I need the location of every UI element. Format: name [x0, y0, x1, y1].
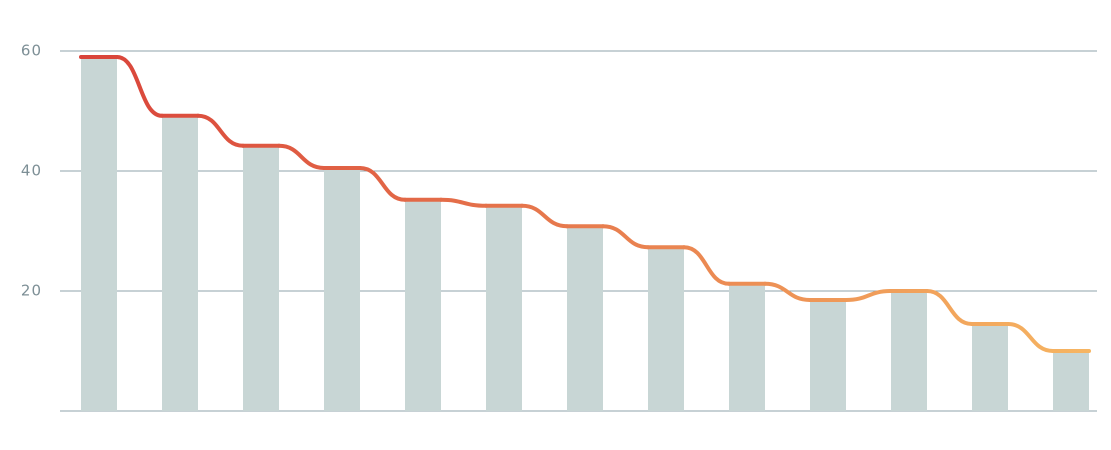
- trend-connector: [844, 289, 893, 302]
- trend-connector: [520, 203, 569, 229]
- trend-connector: [439, 197, 488, 208]
- trend-connector: [1006, 322, 1055, 353]
- trend-connector: [277, 143, 326, 170]
- bar: [1053, 351, 1089, 411]
- bar: [972, 324, 1008, 411]
- bar: [567, 226, 603, 411]
- trend-connector: [358, 166, 407, 202]
- bar: [324, 168, 360, 411]
- bar: [405, 199, 441, 411]
- trend-connector: [925, 289, 974, 326]
- y-tick-label: 60: [21, 42, 42, 60]
- trend-connector: [601, 224, 650, 250]
- y-tick-label: 40: [21, 162, 42, 180]
- bar: [648, 247, 684, 411]
- bar: [81, 57, 117, 411]
- bar: [891, 291, 927, 411]
- trend-connector: [763, 281, 812, 302]
- trend-connector: [196, 113, 245, 148]
- bar: [810, 300, 846, 411]
- bar: [729, 283, 765, 411]
- bar: [486, 205, 522, 411]
- trend-connector: [682, 245, 731, 286]
- bar: [162, 115, 198, 412]
- bar: [243, 145, 279, 412]
- trend-connector: [115, 55, 164, 118]
- y-tick-label: 20: [21, 282, 42, 300]
